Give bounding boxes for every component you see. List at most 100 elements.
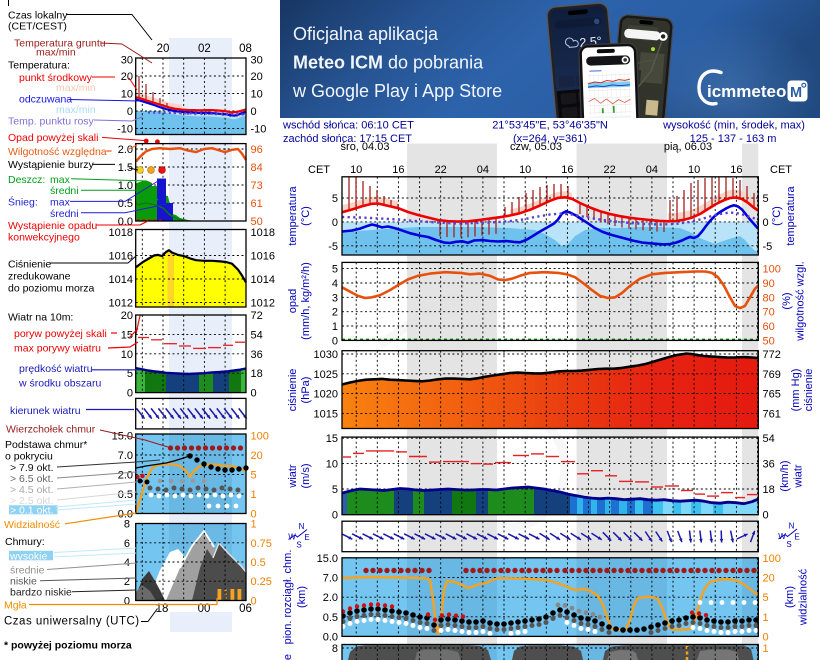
svg-text:1018: 1018 — [109, 227, 133, 239]
svg-text:> 7.9 okt.: > 7.9 okt. — [10, 462, 54, 474]
svg-text:niskie: niskie — [10, 576, 37, 588]
svg-text:16: 16 — [730, 164, 742, 176]
svg-text:-5: -5 — [763, 241, 773, 253]
svg-text:15.0: 15.0 — [317, 553, 338, 565]
svg-text:0: 0 — [332, 509, 338, 521]
svg-text:Wiatr na 10m:: Wiatr na 10m: — [8, 311, 73, 323]
svg-text:22: 22 — [603, 164, 615, 176]
svg-text:100: 100 — [763, 553, 781, 565]
svg-text:Wierzchołek chmur: Wierzchołek chmur — [6, 424, 96, 436]
svg-text:ciśnienie: ciśnienie — [803, 369, 815, 412]
svg-text:8: 8 — [124, 519, 130, 531]
svg-text:max/min: max/min — [56, 82, 96, 94]
svg-text:1.5: 1.5 — [118, 162, 133, 174]
svg-text:S: S — [296, 541, 301, 550]
svg-text:(km): (km) — [296, 586, 308, 608]
svg-text:Śnieg:: Śnieg: — [8, 195, 38, 208]
svg-text:max/min: max/min — [36, 47, 76, 59]
svg-text:CET: CET — [308, 164, 330, 176]
svg-text:10: 10 — [688, 164, 700, 176]
svg-text:wysokie: wysokie — [9, 551, 48, 563]
svg-text:poryw powyżej skali: poryw powyżej skali — [14, 328, 107, 340]
svg-text:04: 04 — [646, 164, 658, 176]
svg-text:wiatr: wiatr — [793, 464, 805, 489]
svg-text:5: 5 — [763, 193, 769, 205]
svg-text:54: 54 — [763, 433, 775, 445]
svg-text:Meteo ICM do pobrania: Meteo ICM do pobrania — [293, 53, 484, 73]
svg-text:10: 10 — [121, 349, 133, 361]
svg-text:punkt środkowy: punkt środkowy — [19, 72, 93, 84]
svg-text:765: 765 — [763, 389, 781, 401]
svg-text:e: e — [282, 654, 294, 660]
svg-text:Opad powyżej skali: Opad powyżej skali — [8, 132, 98, 144]
svg-text:0: 0 — [124, 596, 130, 608]
svg-text:(CET/CEST): (CET/CEST) — [8, 20, 67, 32]
svg-text:70: 70 — [763, 307, 775, 319]
svg-text:konwekcyjnego: konwekcyjnego — [8, 231, 80, 243]
svg-text:(mm Hg): (mm Hg) — [790, 369, 802, 412]
svg-text:1016: 1016 — [109, 251, 133, 263]
svg-text:10: 10 — [519, 164, 531, 176]
svg-text:(°C): (°C) — [300, 206, 312, 226]
svg-text:50: 50 — [251, 216, 263, 228]
svg-text:0.5: 0.5 — [118, 198, 133, 210]
svg-text:2: 2 — [332, 307, 338, 319]
svg-text:max porywy wiatru: max porywy wiatru — [14, 342, 101, 354]
svg-text:15: 15 — [121, 329, 133, 341]
svg-text:30: 30 — [121, 55, 133, 67]
svg-text:-10: -10 — [251, 124, 267, 136]
svg-text:60: 60 — [763, 321, 775, 333]
svg-text:ciśnienie: ciśnienie — [287, 369, 299, 412]
svg-text:5: 5 — [332, 484, 338, 496]
svg-text:śro, 04.03: śro, 04.03 — [341, 141, 390, 153]
svg-text:Ciśnienie: Ciśnienie — [8, 259, 51, 271]
svg-text:0: 0 — [251, 509, 257, 521]
svg-text:772: 772 — [763, 349, 781, 361]
svg-text:0: 0 — [332, 217, 338, 229]
svg-text:100: 100 — [763, 264, 781, 276]
svg-text:średnie: średnie — [10, 565, 45, 577]
svg-text:1016: 1016 — [251, 251, 275, 263]
svg-text:7.0: 7.0 — [118, 450, 133, 462]
svg-text:20: 20 — [157, 43, 170, 55]
svg-text:temperatura: temperatura — [287, 185, 299, 245]
svg-text:4: 4 — [124, 557, 130, 569]
svg-text:0: 0 — [332, 335, 338, 347]
svg-text:2: 2 — [124, 576, 130, 588]
svg-text:10: 10 — [350, 164, 362, 176]
svg-text:21°53'45"E, 53°46'35"N: 21°53'45"E, 53°46'35"N — [492, 120, 608, 132]
svg-text:0: 0 — [127, 106, 133, 118]
svg-text:90: 90 — [763, 278, 775, 290]
svg-text:1: 1 — [251, 519, 257, 531]
svg-text:1: 1 — [763, 612, 769, 624]
svg-text:36: 36 — [763, 459, 775, 471]
svg-text:10: 10 — [121, 89, 133, 101]
svg-text:> 2.5 okt.: > 2.5 okt. — [10, 495, 54, 507]
svg-text:20: 20 — [251, 71, 263, 83]
svg-text:6: 6 — [124, 538, 130, 550]
svg-text:04: 04 — [477, 164, 489, 176]
svg-text:1018: 1018 — [251, 227, 275, 239]
svg-text:wilgotność wzgl.: wilgotność wzgl. — [795, 261, 807, 341]
svg-text:-5: -5 — [328, 241, 338, 253]
svg-text:Czas lokalny: Czas lokalny — [8, 9, 68, 21]
svg-text:Wystąpienie burzy: Wystąpienie burzy — [8, 159, 94, 171]
svg-text:Wystąpienie opadu: Wystąpienie opadu — [8, 220, 97, 232]
svg-text:1014: 1014 — [251, 274, 275, 286]
svg-text:> 0.1 okt.: > 0.1 okt. — [10, 504, 54, 516]
svg-text:4: 4 — [332, 278, 338, 290]
svg-text:pią, 06.03: pią, 06.03 — [664, 141, 712, 153]
svg-text:(km): (km) — [784, 586, 796, 608]
svg-text:Temperatura:: Temperatura: — [8, 59, 70, 71]
svg-text:(mm/h, kg/m²/h): (mm/h, kg/m²/h) — [300, 262, 312, 340]
svg-text:06: 06 — [239, 603, 252, 615]
svg-text:16: 16 — [561, 164, 573, 176]
svg-text:1.0: 1.0 — [118, 180, 133, 192]
svg-text:1012: 1012 — [109, 298, 133, 310]
svg-text:do poziomu morza: do poziomu morza — [8, 283, 95, 295]
svg-text:18: 18 — [763, 484, 775, 496]
svg-text:o pokryciu: o pokryciu — [5, 450, 53, 462]
svg-text:0: 0 — [251, 388, 257, 400]
svg-text:-10: -10 — [117, 124, 133, 136]
svg-text:M: M — [790, 85, 802, 101]
